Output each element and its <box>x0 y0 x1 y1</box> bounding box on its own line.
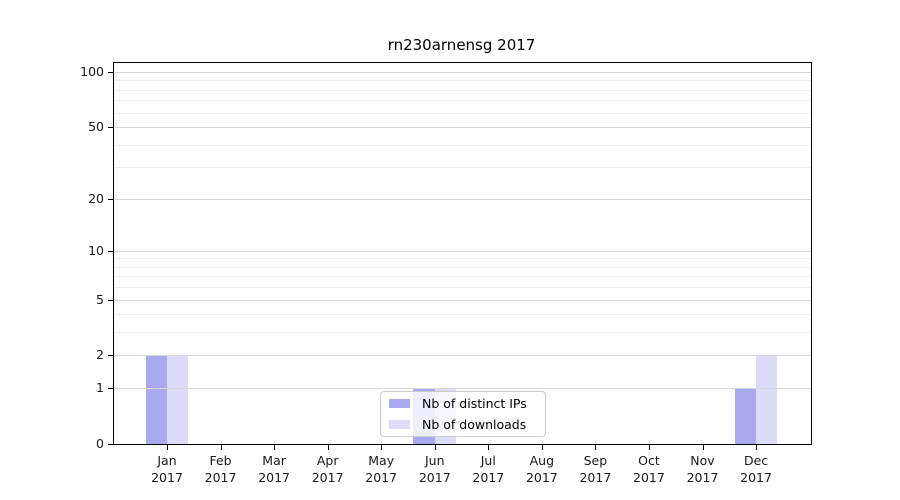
x-tick-nov <box>702 445 704 450</box>
y-tick-label-1: 1 <box>96 380 104 396</box>
y-tick-100 <box>108 72 113 74</box>
minor-gridline-9 <box>114 258 811 260</box>
legend-swatch-icon <box>389 399 410 408</box>
x-tick-jun <box>434 445 436 450</box>
minor-gridline-4 <box>114 314 811 316</box>
month-label: Sep <box>583 453 608 468</box>
year-label: 2017 <box>686 470 719 485</box>
legend-item-downloads: Nb of downloads <box>389 416 537 434</box>
month-label: Jun <box>424 453 445 468</box>
x-tick-label-apr: Apr 2017 <box>301 452 355 486</box>
x-tick-may <box>381 445 383 450</box>
x-tick-jul <box>488 445 490 450</box>
chart-title: rn230arnensg 2017 <box>387 36 536 54</box>
x-tick-label-feb: Feb 2017 <box>194 452 248 486</box>
x-tick-label-may: May 2017 <box>354 452 408 486</box>
x-tick-label-oct: Oct 2017 <box>622 452 676 486</box>
y-tick-label-5: 5 <box>96 291 104 307</box>
year-label: 2017 <box>740 470 772 485</box>
x-tick-feb <box>220 445 222 450</box>
major-gridline-1 <box>114 388 811 390</box>
x-tick-label-jun: Jun 2017 <box>408 452 462 486</box>
minor-gridline-70 <box>114 100 811 102</box>
y-tick-20 <box>108 198 113 200</box>
year-label: 2017 <box>472 470 505 485</box>
x-tick-label-jan: Jan 2017 <box>140 452 194 486</box>
legend-item-distinct-ips: Nb of distinct IPs <box>389 395 537 413</box>
month-label: Oct <box>638 453 660 468</box>
x-tick-label-jul: Jul 2017 <box>461 452 515 486</box>
y-tick-label-100: 100 <box>80 64 104 80</box>
year-label: 2017 <box>151 470 183 485</box>
year-label: 2017 <box>579 470 612 485</box>
x-tick-label-mar: Mar 2017 <box>247 452 301 486</box>
year-label: 2017 <box>311 470 344 485</box>
year-label: 2017 <box>418 470 451 485</box>
month-label: Dec <box>743 453 769 468</box>
minor-gridline-7 <box>114 276 811 278</box>
minor-gridline-6 <box>114 287 811 289</box>
year-label: 2017 <box>204 470 237 485</box>
bar-downloads-jan <box>167 355 189 444</box>
plot-area <box>113 62 812 445</box>
legend-label: Nb of downloads <box>422 417 527 432</box>
year-label: 2017 <box>633 470 665 485</box>
month-label: Feb <box>209 453 232 468</box>
x-tick-label-aug: Aug 2017 <box>515 452 569 486</box>
x-tick-sep <box>595 445 597 450</box>
month-label: Aug <box>529 453 555 468</box>
y-tick-50 <box>108 127 113 129</box>
y-tick-0 <box>108 444 113 445</box>
major-gridline-100 <box>114 72 811 74</box>
y-tick-1 <box>108 388 113 390</box>
y-tick-2 <box>108 355 113 357</box>
y-tick-label-50: 50 <box>88 119 104 135</box>
major-gridline-2 <box>114 355 811 357</box>
bar-distinct-ips-jan <box>145 355 167 444</box>
minor-gridline-40 <box>114 144 811 146</box>
year-label: 2017 <box>365 470 398 485</box>
x-tick-apr <box>327 445 329 450</box>
legend-swatch-icon <box>389 420 410 429</box>
bar-distinct-ips-dec <box>734 388 757 444</box>
month-label: Jul <box>480 453 496 468</box>
year-label: 2017 <box>258 470 290 485</box>
y-tick-5 <box>108 299 113 301</box>
legend: Nb of distinct IPs Nb of downloads <box>380 391 546 437</box>
y-tick-label-20: 20 <box>88 190 104 206</box>
legend-label: Nb of distinct IPs <box>422 396 527 411</box>
x-tick-dec <box>756 445 758 450</box>
x-tick-label-dec: Dec 2017 <box>729 452 783 486</box>
x-tick-mar <box>274 445 276 450</box>
y-tick-10 <box>108 250 113 252</box>
month-label: Jan <box>157 453 177 468</box>
bar-downloads-dec <box>756 355 778 444</box>
y-tick-label-0: 0 <box>96 436 104 451</box>
x-tick-label-nov: Nov 2017 <box>676 452 730 486</box>
x-tick-aug <box>541 445 543 450</box>
month-label: May <box>368 453 395 468</box>
month-label: Mar <box>262 453 286 468</box>
month-label: Nov <box>690 453 715 468</box>
minor-gridline-90 <box>114 80 811 82</box>
x-tick-label-sep: Sep 2017 <box>568 452 622 486</box>
y-tick-label-2: 2 <box>96 347 104 363</box>
major-gridline-50 <box>114 127 811 129</box>
major-gridline-10 <box>114 250 811 252</box>
major-gridline-20 <box>114 198 811 200</box>
minor-gridline-60 <box>114 112 811 114</box>
minor-gridline-3 <box>114 332 811 334</box>
x-tick-jan <box>167 445 168 450</box>
y-tick-label-10: 10 <box>88 242 104 258</box>
x-tick-oct <box>648 445 650 450</box>
major-gridline-5 <box>114 299 811 301</box>
month-label: Apr <box>316 453 339 468</box>
minor-gridline-30 <box>114 167 811 169</box>
minor-gridline-80 <box>114 89 811 91</box>
minor-gridline-8 <box>114 266 811 268</box>
year-label: 2017 <box>525 470 558 485</box>
